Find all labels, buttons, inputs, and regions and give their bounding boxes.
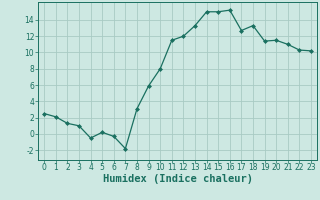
X-axis label: Humidex (Indice chaleur): Humidex (Indice chaleur) — [103, 174, 252, 184]
